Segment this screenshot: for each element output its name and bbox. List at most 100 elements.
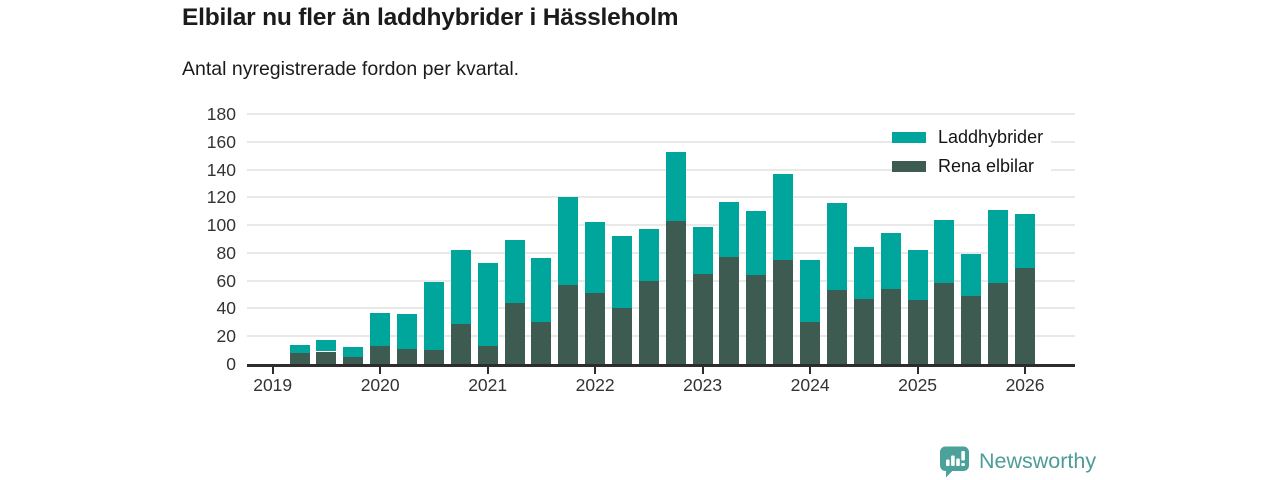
legend-item-rena-elbilar: Rena elbilar [892,155,1052,177]
bar-segment [558,284,579,364]
gridline [247,279,1075,282]
y-axis-tick-label: 60 [216,270,236,291]
bar-segment [477,262,498,346]
bar-segment [988,209,1009,284]
x-axis-tick [701,367,704,374]
bar-segment [880,289,901,364]
bar-segment [531,322,552,364]
x-axis-tick-label: 2024 [790,375,830,395]
legend: Laddhybrider Rena elbilar [892,126,1052,177]
gridline [247,335,1075,338]
bar-segment [638,229,659,281]
bar-segment [1015,268,1036,364]
x-axis-tick [809,367,812,374]
bar-segment [719,257,740,364]
bar-segment [934,219,955,284]
bar-segment [316,351,337,364]
bar-segment [746,211,767,276]
bar-segment [585,293,606,364]
x-axis-tick-label: 2025 [898,375,938,395]
bar-segment [826,202,847,291]
bar-segment [907,300,928,364]
x-axis-tick [486,367,489,374]
bar-segment [665,220,686,364]
gridline [247,113,1075,115]
x-axis-tick [594,367,597,374]
bar-segment [692,226,713,274]
x-axis-line [247,364,1075,367]
bar-segment [423,350,444,364]
bar-segment [826,290,847,364]
brand-name: Newsworthy [979,448,1097,473]
gridline [247,140,1075,143]
bar-segment [800,322,821,364]
y-axis-tick-label: 20 [216,326,236,347]
newsworthy-branding: Newsworthy [938,444,1096,478]
bar-segment [343,357,364,364]
laddhybrider-swatch-icon [892,131,926,143]
chart-subtitle: Antal nyregistrerade fordon per kvartal. [182,58,520,80]
bar-segment [692,273,713,364]
y-axis-tick-label: 160 [206,131,236,152]
x-axis-tick [271,367,274,374]
bar-segment [316,340,337,352]
rena-elbilar-swatch-icon [892,160,926,172]
bar-segment [450,250,471,324]
bar-segment [907,250,928,301]
newsworthy-bar-chart-badge-icon [940,446,969,478]
chart-title: Elbilar nu fler än laddhybrider i Hässle… [182,4,679,31]
x-axis-tick-label: 2022 [575,375,615,395]
y-axis-tick-label: 140 [206,159,236,180]
bar-segment [397,314,418,349]
gridline [247,307,1075,310]
bar-segment [934,283,955,364]
x-axis-tick-label: 2019 [253,375,293,395]
bar-segment [773,259,794,364]
bar-segment [504,302,525,364]
bar-segment [370,312,391,346]
bar-segment [988,283,1009,364]
bar-segment [853,298,874,364]
y-axis-tick-label: 80 [216,242,236,263]
bar-segment [370,345,391,364]
bar-segment [961,254,982,296]
bar-segment [477,345,498,364]
bar-segment [880,233,901,289]
bar-segment [719,201,740,258]
x-axis-tick-label: 2021 [468,375,508,395]
legend-item-laddhybrider: Laddhybrider [892,126,1052,148]
bar-segment [800,259,821,323]
bar-segment [746,275,767,364]
x-axis-tick [916,367,919,374]
gridline [247,196,1075,199]
x-axis-tick-label: 2026 [1005,375,1045,395]
bar-segment [665,151,686,221]
x-axis-tick-label: 2020 [360,375,400,395]
bar-segment [423,282,444,351]
x-axis-tick [379,367,382,374]
gridline [247,224,1075,227]
bar-segment [612,308,632,364]
bar-segment [853,247,874,299]
bar-segment [531,258,552,323]
y-axis-tick-label: 120 [206,187,236,208]
x-axis-tick-label: 2023 [683,375,723,395]
gridline [247,251,1075,254]
gridline [247,168,1075,171]
bar-segment [585,222,606,294]
y-axis-tick-label: 100 [206,215,236,236]
y-axis-tick-label: 180 [206,104,236,124]
bar-segment [343,347,364,358]
bar-segment [961,295,982,364]
bar-segment [612,236,632,309]
bar-segment [289,344,310,353]
x-axis-tick [1024,367,1027,374]
bar-segment [450,323,471,364]
bar-segment [1015,214,1036,269]
legend-label: Rena elbilar [938,155,1035,176]
y-axis-tick-label: 0 [226,354,236,374]
bar-segment [289,352,310,364]
bar-segment [397,348,418,364]
bar-segment [504,240,525,303]
